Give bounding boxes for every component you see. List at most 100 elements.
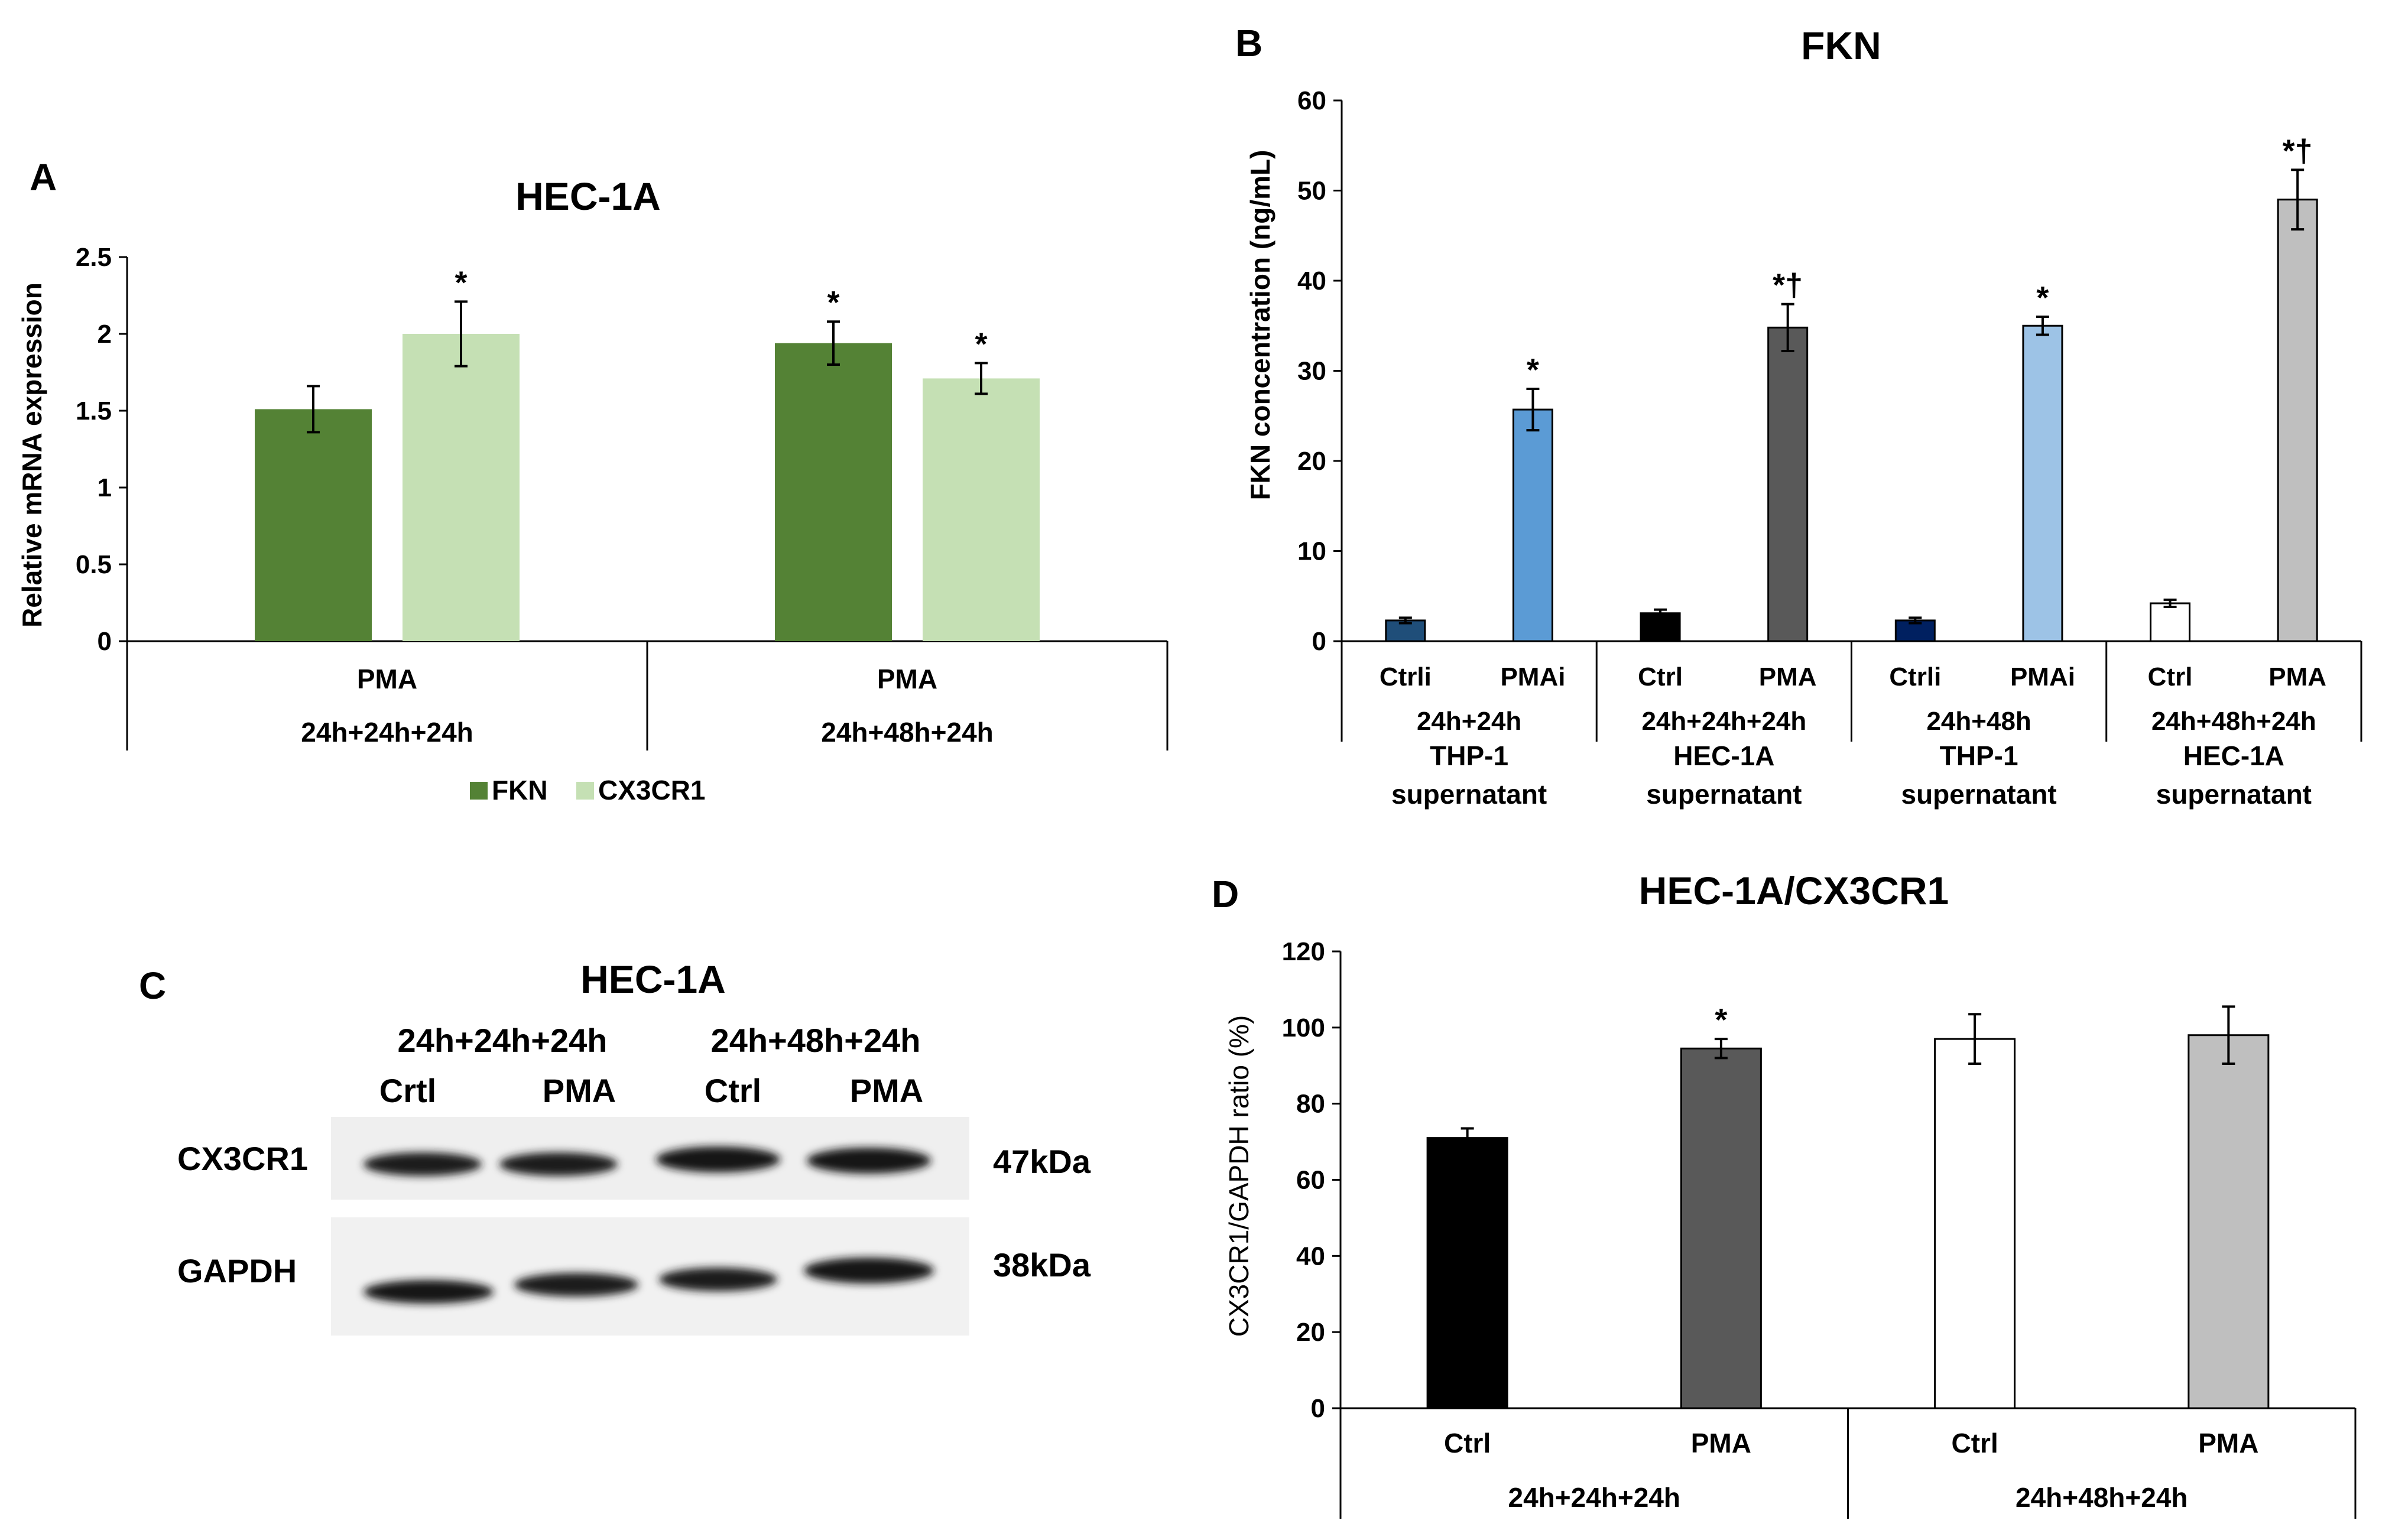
b-y-tick-label: 60 [1297,86,1326,115]
panel-c-title: HEC-1A [580,957,726,1001]
a-y-tick-label: 0 [98,627,112,656]
a-significance-mark: * [975,326,987,362]
panel-b-title: FKN [1801,24,1881,67]
b-category-label: PMA [2268,662,2326,691]
b-y-tick-label: 10 [1297,537,1326,566]
panel-d-plot: 0 20 40 60 80 100 120 Ctrl * PMA Ctrl PMA 24h+24h+24… [1282,937,2357,1519]
panel-d-title: HEC-1A/CX3CR1 [1639,869,1949,912]
b-error-bar [1781,303,1794,352]
band-cx3cr1-lane4 [807,1148,931,1174]
d-bar [2187,1034,2270,1409]
a-significance-mark: * [455,265,467,300]
d-y-tick-label: 20 [1296,1318,1325,1347]
d-bar [1680,1047,1762,1409]
b-group-line2-label: supernatant [1901,779,2056,810]
b-bar [2150,602,2191,642]
b-group-time-label: 24h+24h+24h [1641,707,1806,736]
a-y-tick-label: 1 [98,473,112,502]
b-error-bar [1398,616,1412,625]
d-y-tick-label: 60 [1296,1166,1325,1195]
b-category-label: Ctrli [1889,662,1941,691]
d-category-label: Ctrl [1952,1428,1998,1458]
b-y-tick-label: 30 [1297,357,1326,386]
b-category-label: PMAi [2010,662,2075,691]
b-group-time-label: 24h+48h+24h [2151,707,2316,736]
b-bar [1512,408,1553,642]
panel-d-ylabel: CX3CR1/GAPDH ratio (%) [1223,1015,1254,1337]
legend-label-fkn: FKN [492,775,548,805]
blot-lane-label-3: Ctrl [705,1072,761,1109]
b-bar [2277,199,2318,642]
b-y-tick-label: 0 [1312,627,1326,656]
b-group-line1-label: HEC-1A [1673,740,1774,771]
b-group-line2-label: supernatant [1391,779,1547,810]
b-error-bar [2036,316,2049,336]
d-group-label: 24h+24h+24h [1508,1482,1680,1513]
b-category-label: PMAi [1500,662,1565,691]
a-bar [775,343,892,641]
a-group-label-bottom: 24h+48h+24h [821,717,994,748]
a-error-bar [827,320,840,366]
panel-a-ylabel: Relative mRNA expression [17,282,47,628]
a-bar [923,378,1040,641]
band-gapdh-lane1 [363,1280,494,1304]
d-bar [1426,1137,1508,1409]
panel-c-letter: C [139,964,166,1007]
d-error-bar [1714,1038,1728,1060]
blot-lane-label-2: PMA [543,1072,616,1109]
panel-b-ylabel: FKN concentration (ng/mL) [1245,150,1275,501]
blot-bands-cx3cr1 [363,1146,931,1176]
blot-row-label-cx3cr1: CX3CR1 [177,1140,308,1177]
b-significance-mark: *† [1773,268,1803,303]
d-significance-mark: * [1715,1002,1727,1038]
legend-swatch-cx3cr1 [576,782,594,800]
blot-group-label-2: 24h+48h+24h [711,1022,921,1059]
a-bar [403,334,520,641]
d-y-tick-label: 100 [1282,1013,1325,1042]
b-y-tick-label: 50 [1297,177,1326,206]
b-y-tick-label: 40 [1297,267,1326,295]
blot-size-label-47: 47kDa [993,1143,1091,1180]
d-error-bar [2222,1005,2235,1065]
b-category-label: Ctrli [1380,662,1432,691]
b-error-bar [2163,598,2177,609]
b-error-bar [2291,168,2305,231]
a-y-tick-label: 1.5 [76,397,112,425]
d-bar [1934,1038,2016,1409]
b-group-line2-label: supernatant [2156,779,2312,810]
b-group-time-label: 24h+48h [1926,707,2031,736]
panel-a-plot: 0 0.5 1 1.5 2 2.5 * PMA 24h+24h+24h * * PMA 24h+48h+… [76,243,1169,750]
b-bar [1767,326,1809,642]
panel-d-letter: D [1212,873,1239,915]
d-error-bar [1460,1127,1474,1149]
panel-a-letter: A [30,156,57,199]
a-y-tick-label: 0.5 [76,550,112,579]
a-y-tick-label: 2.5 [76,243,112,272]
a-y-tick-label: 2 [98,320,112,349]
band-cx3cr1-lane3 [656,1146,780,1172]
b-significance-mark: *† [2283,133,2313,168]
a-bar [255,409,372,641]
a-group-label-bottom: 24h+24h+24h [301,717,473,748]
blot-group-label-1: 24h+24h+24h [398,1022,608,1059]
b-group-line2-label: supernatant [1646,779,1802,810]
panel-a: A HEC-1A Relative mRNA expression 0 0.5 1 1… [17,156,1169,805]
blot-size-label-38: 38kDa [993,1246,1091,1284]
b-bar [2022,324,2063,642]
d-y-tick-label: 0 [1311,1394,1325,1423]
panel-b-plot: 0 10 20 30 40 50 60 Ctrli * PMAi Ctrl *† PMA Ctrli * PM… [1297,86,2362,810]
b-category-label: PMA [1759,662,1817,691]
d-category-label: Ctrl [1444,1428,1491,1458]
band-cx3cr1-lane1 [363,1152,482,1176]
a-error-bar [975,362,988,395]
panel-a-legend: FKN CX3CR1 [470,775,706,805]
panel-d: D HEC-1A/CX3CR1 CX3CR1/GAPDH ratio (%) 0… [1212,869,2357,1519]
legend-swatch-fkn [470,782,488,800]
b-group-time-label: 24h+24h [1417,707,1521,736]
b-significance-mark: * [1527,352,1539,388]
blot-bands-gapdh [363,1258,934,1304]
blot-row-label-gapdh: GAPDH [177,1252,297,1289]
b-error-bar [1526,388,1540,432]
panel-b: B FKN FKN concentration (ng/mL) 0 10 20 30 4… [1235,22,2362,810]
